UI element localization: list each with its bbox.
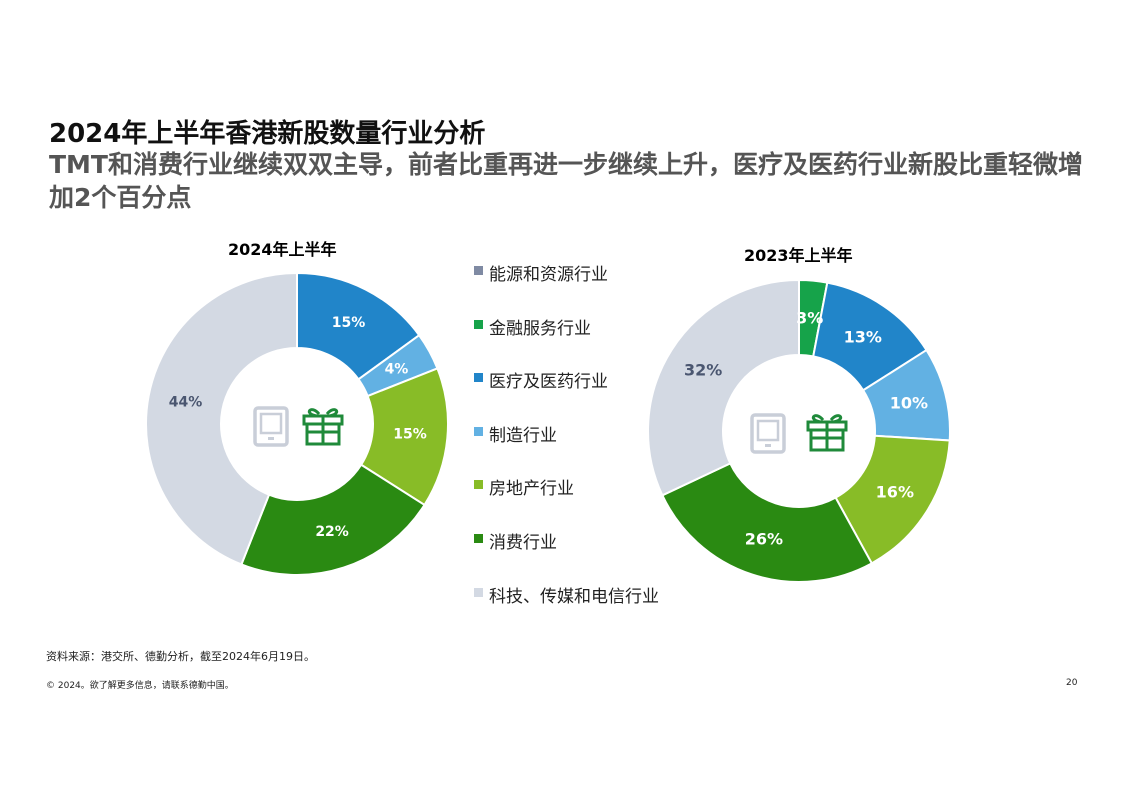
legend-item: 科技、传媒和电信行业 bbox=[474, 582, 659, 636]
legend-label: 房地产行业 bbox=[489, 479, 574, 500]
legend-swatch bbox=[474, 587, 483, 597]
legend-swatch bbox=[474, 480, 483, 490]
page-title: 2024年上半年香港新股数量行业分析 bbox=[49, 119, 486, 149]
legend-swatch bbox=[474, 373, 483, 383]
page-number: 20 bbox=[1066, 678, 1078, 688]
legend-swatch bbox=[474, 426, 483, 436]
legend-label: 科技、传媒和电信行业 bbox=[489, 586, 659, 607]
slice-label: 15% bbox=[332, 315, 366, 331]
legend-item: 金融服务行业 bbox=[474, 314, 659, 368]
pie-slice bbox=[145, 271, 298, 566]
slice-label: 44% bbox=[169, 395, 203, 411]
legend-item: 医疗及医药行业 bbox=[474, 367, 659, 421]
slice-label: 4% bbox=[385, 361, 409, 377]
legend-label: 医疗及医药行业 bbox=[489, 372, 608, 393]
tablet-icon bbox=[253, 406, 289, 447]
legend-item: 能源和资源行业 bbox=[474, 260, 659, 314]
page-subtitle: TMT和消费行业继续双双主导，前者比重再进一步继续上升，医疗及医药行业新股比重轻… bbox=[49, 150, 1083, 212]
slice-label: 22% bbox=[315, 524, 349, 540]
chart-title-2024h1: 2024年上半年 bbox=[228, 240, 337, 259]
copyright-note: © 2024。欲了解更多信息，请联系德勤中国。 bbox=[46, 681, 234, 691]
chart-legend: 能源和资源行业 金融服务行业 医疗及医药行业 制造行业 房地产行业 消费行业 科… bbox=[474, 260, 659, 635]
legend-label: 金融服务行业 bbox=[489, 318, 591, 339]
gift-icon bbox=[302, 408, 344, 446]
legend-label: 消费行业 bbox=[489, 532, 557, 553]
legend-item: 房地产行业 bbox=[474, 474, 659, 528]
legend-swatch bbox=[474, 319, 483, 329]
legend-item: 制造行业 bbox=[474, 421, 659, 475]
source-note: 资料来源：港交所、德勤分析，截至2024年6月19日。 bbox=[46, 650, 315, 663]
legend-swatch bbox=[474, 533, 483, 543]
pie-slice bbox=[240, 463, 426, 576]
chart-title-2023h1: 2023年上半年 bbox=[744, 246, 853, 265]
legend-label: 能源和资源行业 bbox=[489, 265, 608, 285]
legend-swatch bbox=[474, 266, 483, 275]
legend-item: 消费行业 bbox=[474, 528, 659, 582]
slice-label: 15% bbox=[393, 427, 427, 443]
legend-label: 制造行业 bbox=[489, 425, 557, 446]
